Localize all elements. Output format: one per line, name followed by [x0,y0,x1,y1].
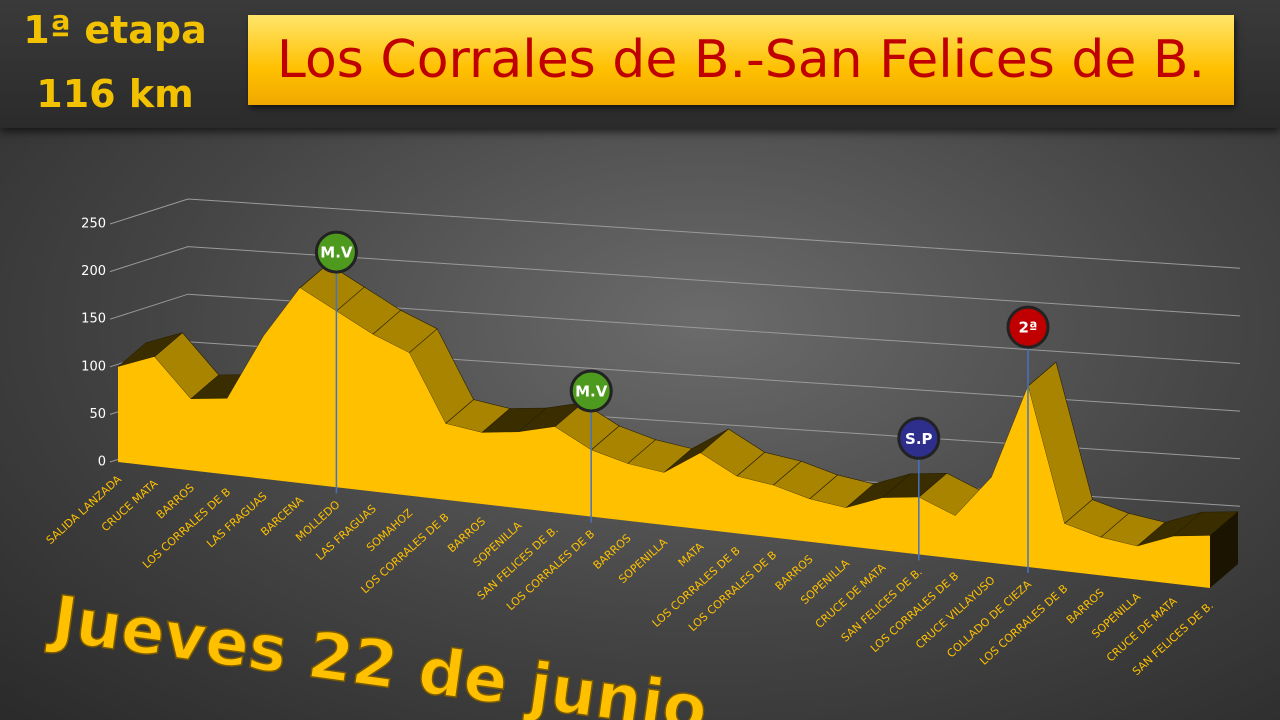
x-tick-label: CRUCE DE MATA [1104,594,1180,664]
y-tick-label: 150 [81,312,106,327]
y-tick-label: 0 [98,455,106,470]
date: Jueves 22 de junio [44,582,712,720]
y-tick-label: 250 [81,217,106,232]
y-tick-label: 100 [81,359,106,374]
x-tick-label: SALIDA LANZADA [44,472,125,546]
grid-line [109,293,1241,364]
x-tick-label: SAN FELICES DE B. [1130,599,1216,678]
x-tick-label: CRUCE DE MATA [813,561,889,631]
grid-line [109,198,1241,269]
marker-label: 2ª [1019,319,1038,337]
marker-label: S.P [905,430,933,448]
x-tick-label: MATA [676,540,707,570]
profile-end [1210,511,1238,588]
y-tick-label: 200 [81,264,106,279]
stage-distance: 116 km [36,72,194,116]
marker-label: M.V [320,244,353,262]
grid-line [109,246,1241,317]
marker-badge [1006,305,1050,349]
marker-badge [314,230,358,274]
marker-label: M.V [575,382,608,400]
title-box: Los Corrales de B.-San Felices de B. [248,15,1234,105]
chart-title: Los Corrales de B.-San Felices de B. [276,30,1206,90]
marker-badge [569,369,613,413]
marker-badge [897,416,941,460]
y-tick-label: 50 [89,407,106,422]
profile-area [118,287,1210,588]
stage-number: 1ª etapa [23,8,207,52]
